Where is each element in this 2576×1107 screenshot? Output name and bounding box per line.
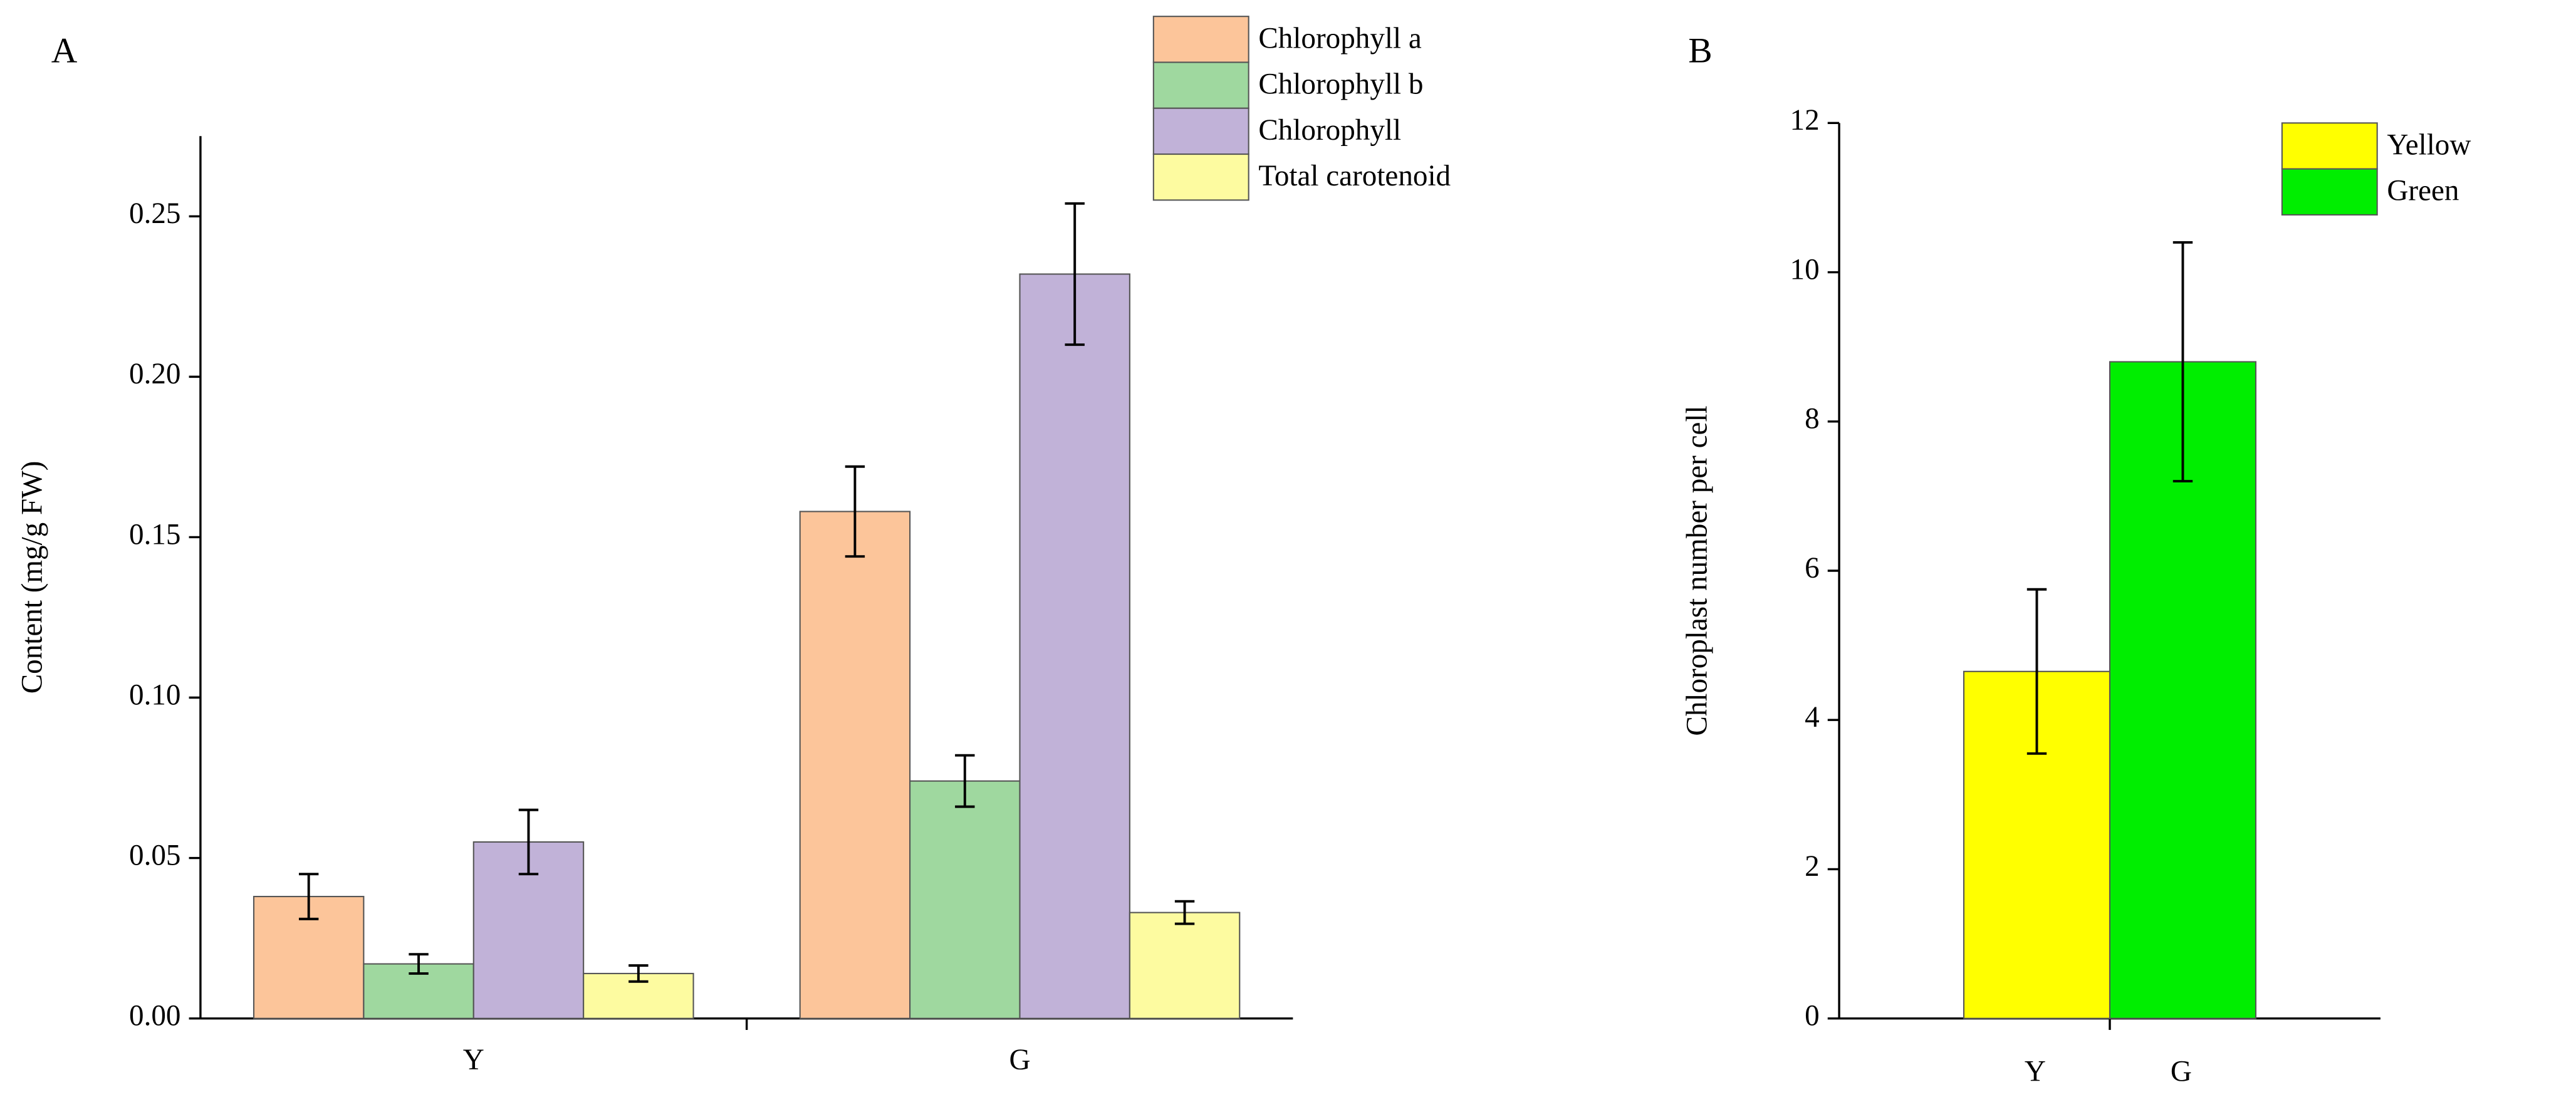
y-tick-label: 0.20 (129, 358, 180, 390)
error-bar (2026, 588, 2047, 755)
y-tick-label: 0 (1805, 999, 1820, 1032)
error-bar (1174, 900, 1195, 925)
legend-swatch (1152, 107, 1249, 155)
y-tick-label: 8 (1805, 403, 1820, 435)
y-tick-label: 12 (1790, 104, 1820, 137)
y-tick-label: 2 (1805, 850, 1820, 883)
legend-swatch (1152, 16, 1249, 63)
y-tick-label: 4 (1805, 701, 1820, 734)
bar (1019, 273, 1130, 1019)
legend-label: Chlorophyll (1258, 114, 1401, 147)
error-bar (2172, 241, 2193, 483)
error-bar (1065, 202, 1085, 346)
x-tick-label: Y (2025, 1055, 2046, 1088)
y-tick-label: 0.25 (129, 197, 180, 230)
legend-label: Yellow (2387, 128, 2471, 161)
error-bar (298, 873, 319, 920)
y-axis-label: Chloroplast number per cell (1681, 405, 1713, 735)
y-tick-label: 0.05 (129, 839, 180, 871)
legend-label: Chlorophyll a (1258, 22, 1421, 55)
y-tick-label: 6 (1805, 552, 1820, 585)
error-bar (409, 953, 429, 975)
x-tick-label: G (2171, 1055, 2192, 1088)
bar (909, 780, 1021, 1019)
error-bar (518, 808, 539, 876)
x-tick-label: G (1009, 1044, 1030, 1076)
error-bar (628, 964, 649, 983)
y-tick-label: 0.15 (129, 518, 180, 551)
legend-swatch (1152, 61, 1249, 109)
bar (799, 511, 911, 1019)
y-axis-label: Content (mg/g FW) (16, 461, 48, 694)
error-bar (955, 754, 975, 808)
legend-label: Green (2387, 175, 2459, 207)
panel-label: A (51, 31, 78, 71)
bar (1129, 912, 1241, 1019)
legend-label: Total carotenoid (1258, 160, 1451, 192)
y-tick-label: 0.00 (129, 999, 180, 1032)
panel-label: B (1688, 31, 1712, 71)
legend-swatch (2281, 122, 2378, 170)
x-tick-label: Y (463, 1044, 484, 1076)
legend-swatch (2281, 168, 2378, 216)
legend-label: Chlorophyll b (1258, 68, 1423, 101)
legend-swatch (1152, 153, 1249, 201)
error-bar (845, 465, 865, 558)
y-tick-label: 10 (1790, 253, 1820, 286)
y-tick-label: 0.10 (129, 678, 180, 711)
